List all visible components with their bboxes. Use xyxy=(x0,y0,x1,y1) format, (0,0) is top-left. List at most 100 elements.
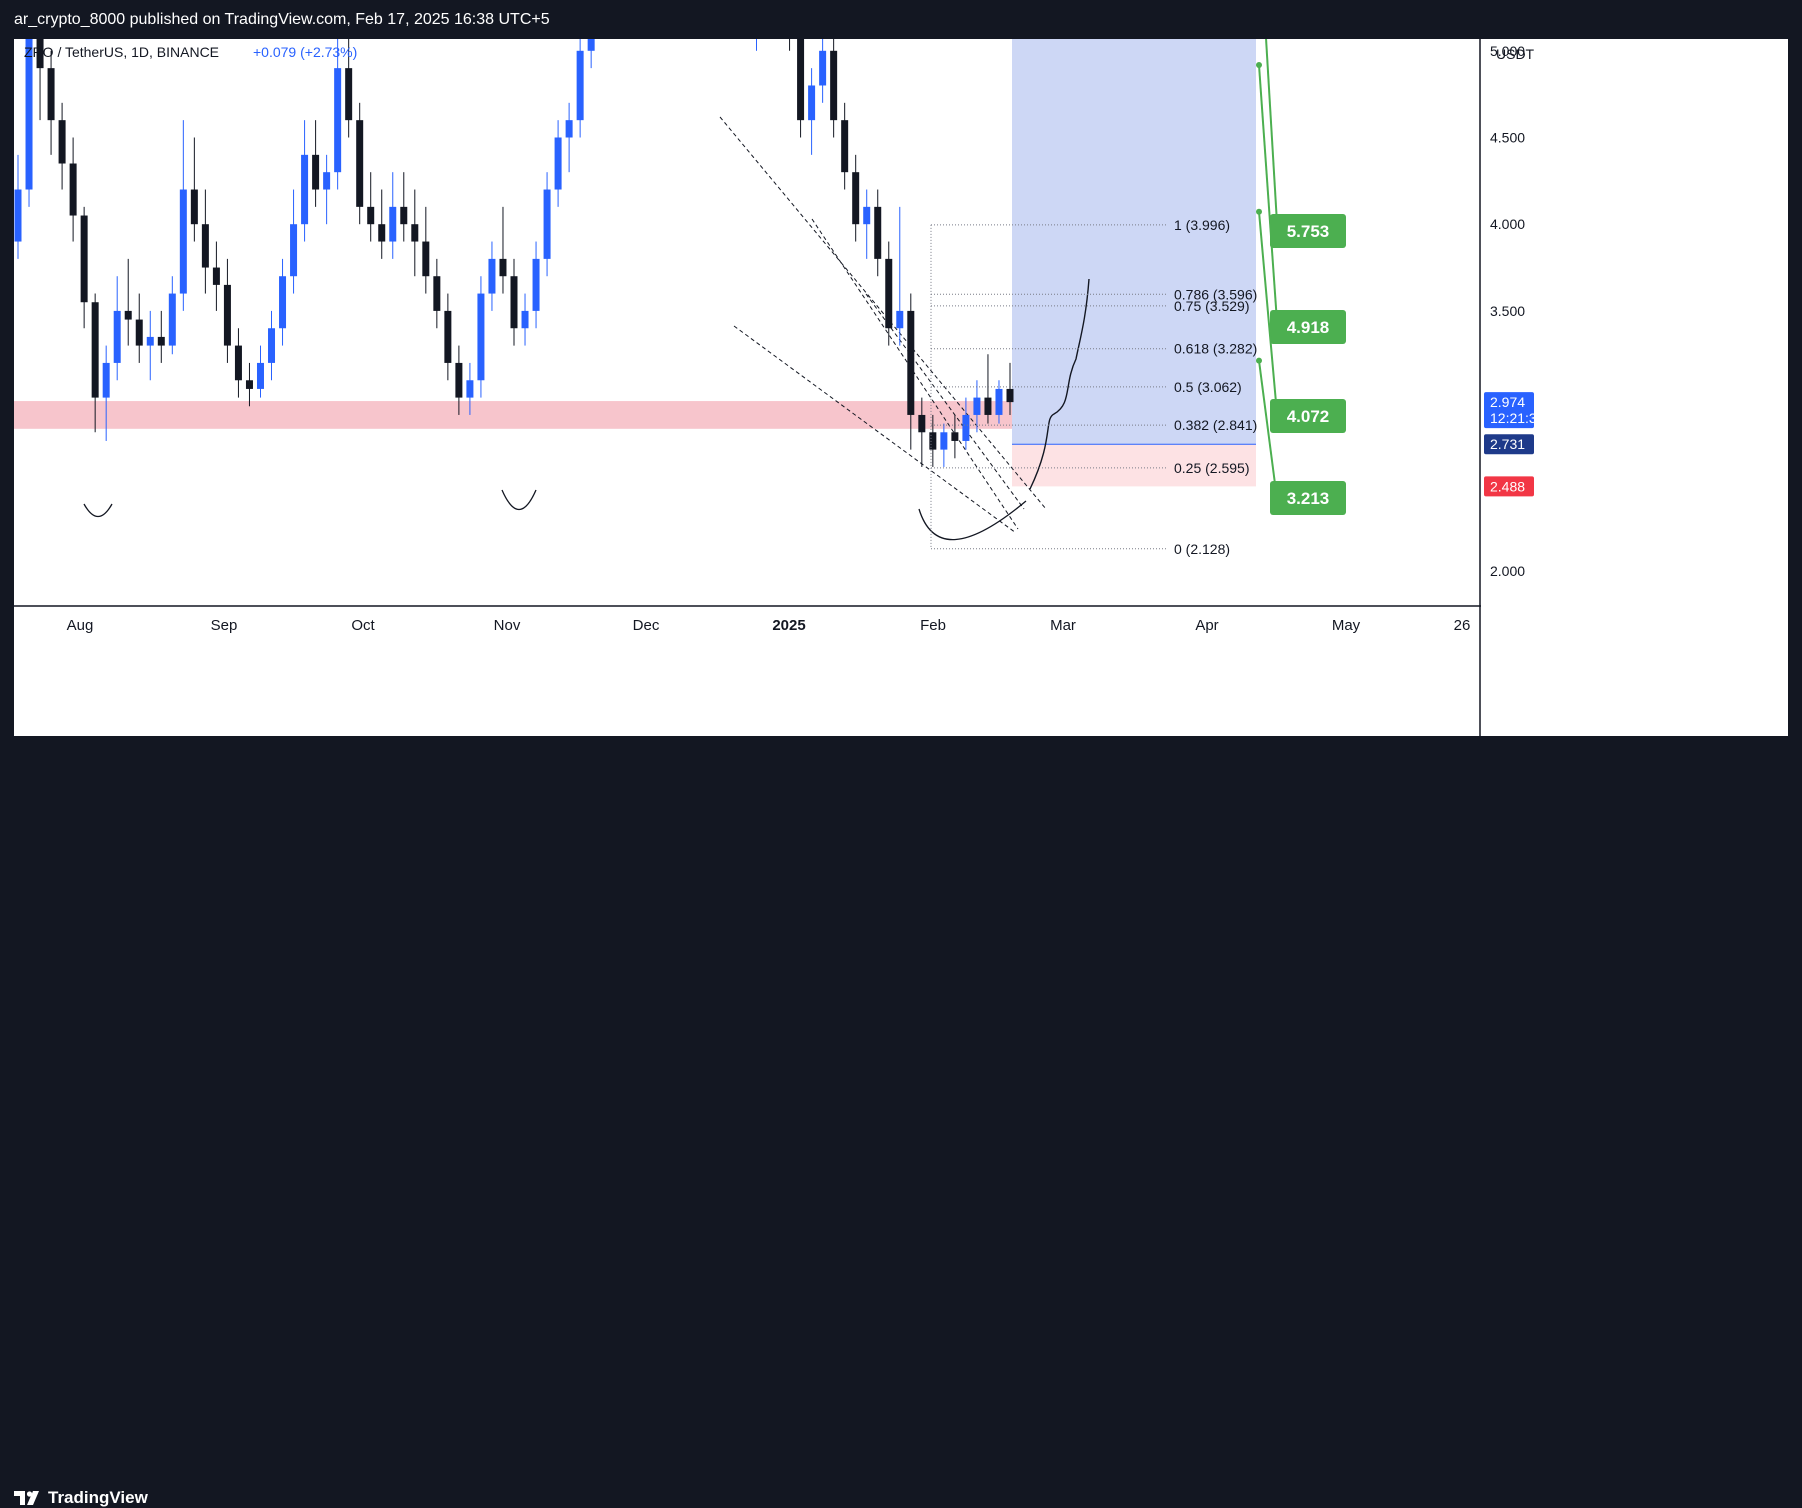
candle xyxy=(1006,362,1014,415)
channel-lower-line xyxy=(733,325,1017,534)
candle-body xyxy=(808,85,816,121)
price-label-box xyxy=(1484,434,1534,455)
candle xyxy=(929,414,937,467)
target-box xyxy=(1270,481,1346,515)
candle xyxy=(962,397,970,450)
candle-body xyxy=(466,380,474,398)
x-tick-label: Sep xyxy=(211,617,238,634)
fib-label: 0.382 (2.841) xyxy=(1174,417,1257,433)
candle xyxy=(179,120,187,311)
candle-body xyxy=(1006,388,1014,403)
candle xyxy=(532,241,540,329)
published-info: ar_crypto_8000 published on TradingView.… xyxy=(14,11,550,28)
candle xyxy=(356,102,364,225)
target-label: 3.213 xyxy=(1256,357,1346,515)
candle-body xyxy=(179,189,187,294)
candle xyxy=(874,189,882,277)
candle-body xyxy=(234,345,242,381)
candle xyxy=(58,102,66,190)
drawings-layer xyxy=(83,116,1090,541)
x-tick-label: Feb xyxy=(920,617,946,634)
candle xyxy=(268,310,276,381)
tradingview-logo[interactable]: TradingView xyxy=(14,1488,148,1508)
x-tick-label: Nov xyxy=(494,617,521,634)
candle-body xyxy=(367,206,375,225)
candle-body xyxy=(268,328,276,363)
candle-body xyxy=(940,432,948,450)
candle-body xyxy=(411,224,419,242)
candle-body xyxy=(830,50,838,121)
candle xyxy=(14,154,22,259)
candle-body xyxy=(91,302,99,398)
fib-label: 0.5 (3.062) xyxy=(1174,379,1242,395)
candle xyxy=(841,102,849,190)
candle-body xyxy=(543,189,551,259)
candle-body xyxy=(455,362,463,398)
candle-body xyxy=(245,380,253,389)
candle xyxy=(808,68,816,155)
candle xyxy=(918,397,926,467)
candle xyxy=(565,102,573,173)
candle-body xyxy=(797,33,805,121)
candle-body xyxy=(874,206,882,259)
candle xyxy=(995,380,1003,424)
target-box xyxy=(1270,310,1346,344)
projection-path xyxy=(1029,278,1090,490)
candle xyxy=(69,137,77,242)
y-tick-label: 4.500 xyxy=(1490,130,1525,146)
candle-body xyxy=(819,50,827,86)
tradingview-brand: TradingView xyxy=(48,1488,148,1507)
price-label-box xyxy=(1484,476,1534,497)
candle-body xyxy=(951,432,959,441)
candle-body xyxy=(863,206,871,225)
candle-body xyxy=(334,68,342,173)
candle xyxy=(323,154,331,225)
candle-body xyxy=(212,267,220,285)
target-label: 4.072 xyxy=(1256,208,1346,433)
candle xyxy=(190,137,198,242)
candle xyxy=(488,241,496,311)
double-bottom-arc xyxy=(83,503,113,518)
target-label: 5.753 xyxy=(1262,0,1346,248)
candle xyxy=(907,293,915,450)
candle-body xyxy=(510,276,518,329)
candle xyxy=(256,345,264,398)
candle xyxy=(521,293,529,346)
candle xyxy=(466,362,474,415)
candle-body xyxy=(146,336,154,346)
candle-body xyxy=(102,362,110,398)
candle-body xyxy=(201,224,209,268)
candle-body xyxy=(301,154,309,225)
price-label-countdown: 12:21:30 xyxy=(1490,410,1545,426)
price-label-box xyxy=(1484,392,1534,429)
chart-frame[interactable]: 1 (3.996) 0.786 (3.596) 0.75 (3.529) 0.618 … xyxy=(14,0,1788,736)
target-connector xyxy=(1258,211,1279,426)
publisher-bar: ar_crypto_8000 published on TradingView.… xyxy=(0,0,1802,39)
target-value: 5.753 xyxy=(1287,222,1330,241)
tradingview-logo-icon xyxy=(14,1491,39,1505)
y-tick-label: 4.000 xyxy=(1490,216,1525,232)
x-tick-label: Dec xyxy=(633,617,660,634)
candle xyxy=(797,0,805,138)
target-value: 4.072 xyxy=(1287,407,1330,426)
x-tick-label: May xyxy=(1332,617,1361,634)
candle xyxy=(400,172,408,242)
candle-body xyxy=(929,432,937,450)
footer-bar: TradingView xyxy=(0,736,1802,1507)
target-value: 3.213 xyxy=(1287,489,1330,508)
symbol-title: ZRO / TetherUS, 1D, BINANCE xyxy=(24,44,219,60)
rounded-bottom-arc xyxy=(918,500,1027,541)
candle xyxy=(885,241,893,346)
candle-body xyxy=(521,310,529,329)
x-tick-label: Aug xyxy=(67,617,94,634)
price-change: +0.079 (+2.73%) xyxy=(253,44,357,60)
candle-body xyxy=(223,284,231,346)
candle xyxy=(102,345,110,441)
candle-body xyxy=(587,0,595,51)
chart-canvas[interactable]: 1 (3.996) 0.786 (3.596)0.75 (3.529) 0.618 … xyxy=(14,0,1788,736)
candle-body xyxy=(499,258,507,277)
fib-label: 0.75 (3.529) xyxy=(1174,298,1250,314)
currency-label: USDT xyxy=(1496,46,1535,62)
candle xyxy=(554,120,562,207)
candle xyxy=(576,33,584,138)
